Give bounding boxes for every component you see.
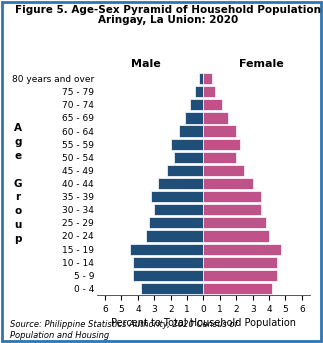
Bar <box>203 99 222 110</box>
Bar <box>190 99 203 110</box>
Bar <box>203 165 245 176</box>
Bar <box>203 270 277 281</box>
Bar <box>203 139 240 150</box>
Text: o: o <box>14 206 21 216</box>
Bar <box>133 270 203 281</box>
Bar <box>203 152 236 163</box>
Bar <box>185 113 203 123</box>
Text: Female: Female <box>238 59 283 69</box>
Text: r: r <box>15 192 20 202</box>
Text: A: A <box>14 123 22 133</box>
Text: p: p <box>14 234 22 244</box>
Bar <box>203 244 281 255</box>
Text: Figure 5. Age-Sex Pyramid of Household Population: Figure 5. Age-Sex Pyramid of Household P… <box>15 5 321 15</box>
Bar <box>141 283 203 294</box>
Text: g: g <box>14 137 22 147</box>
Bar <box>203 204 261 215</box>
Bar <box>199 73 203 84</box>
Bar <box>158 178 203 189</box>
Bar <box>203 113 228 123</box>
Text: Male: Male <box>131 59 161 69</box>
Bar <box>146 230 203 241</box>
Bar <box>174 152 203 163</box>
Text: Aringay, La Union: 2020: Aringay, La Union: 2020 <box>98 15 238 25</box>
Bar <box>130 244 203 255</box>
Bar <box>203 230 269 241</box>
Bar <box>203 257 277 268</box>
Bar <box>203 217 266 228</box>
Text: e: e <box>14 151 21 161</box>
Bar <box>167 165 203 176</box>
Bar <box>151 191 203 202</box>
Bar <box>154 204 203 215</box>
Bar <box>195 86 203 97</box>
Bar <box>203 191 261 202</box>
Text: Source: Philippine Statistics Authority, 2020 Census of
Population and Housing: Source: Philippine Statistics Authority,… <box>10 320 237 340</box>
X-axis label: Percent to Total Household Population: Percent to Total Household Population <box>111 318 296 328</box>
Bar <box>203 283 272 294</box>
Text: G: G <box>14 178 22 189</box>
Bar <box>133 257 203 268</box>
Bar <box>179 126 203 137</box>
Text: u: u <box>14 220 21 230</box>
Bar <box>203 178 253 189</box>
Bar <box>171 139 203 150</box>
Bar <box>203 73 212 84</box>
Bar <box>149 217 203 228</box>
Bar <box>203 86 215 97</box>
Bar <box>203 126 236 137</box>
